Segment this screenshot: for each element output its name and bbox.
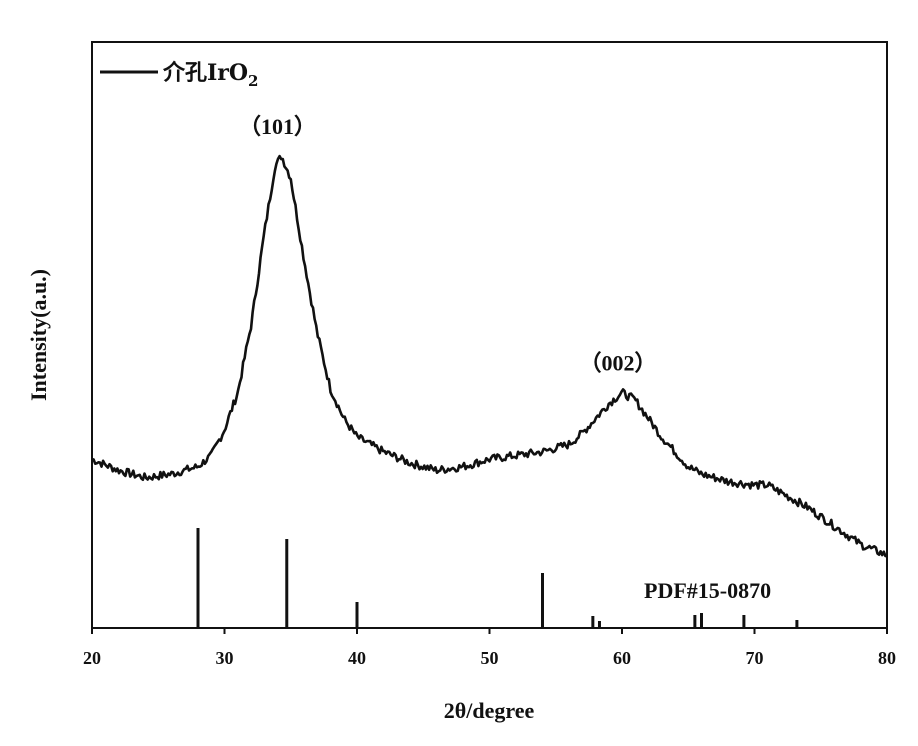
x-tick-label: 40 [348, 648, 366, 668]
legend-entry-subscript: 2 [248, 72, 258, 90]
reference-pattern-label: PDF#15-0870 [644, 578, 771, 603]
y-axis-label: Intensity(a.u.) [26, 269, 51, 401]
legend-entry-base: 介孔IrO [162, 60, 248, 86]
x-tick-label: 50 [481, 648, 499, 668]
x-tick-label: 20 [83, 648, 101, 668]
peak-annotation: （002） [579, 351, 656, 376]
x-axis-label: 2θ/degree [444, 698, 535, 723]
legend: 介孔IrO2 [100, 60, 258, 90]
x-axis-tick-labels: 20 30 40 50 60 70 80 [83, 648, 896, 668]
peak-annotation: （101） [239, 114, 316, 139]
x-tick-label: 70 [746, 648, 764, 668]
x-tick-label: 80 [878, 648, 896, 668]
x-tick-label: 60 [613, 648, 631, 668]
x-tick-label: 30 [216, 648, 234, 668]
series-line [92, 156, 887, 556]
legend-entry: 介孔IrO2 [162, 60, 258, 90]
plot-frame [92, 42, 887, 628]
